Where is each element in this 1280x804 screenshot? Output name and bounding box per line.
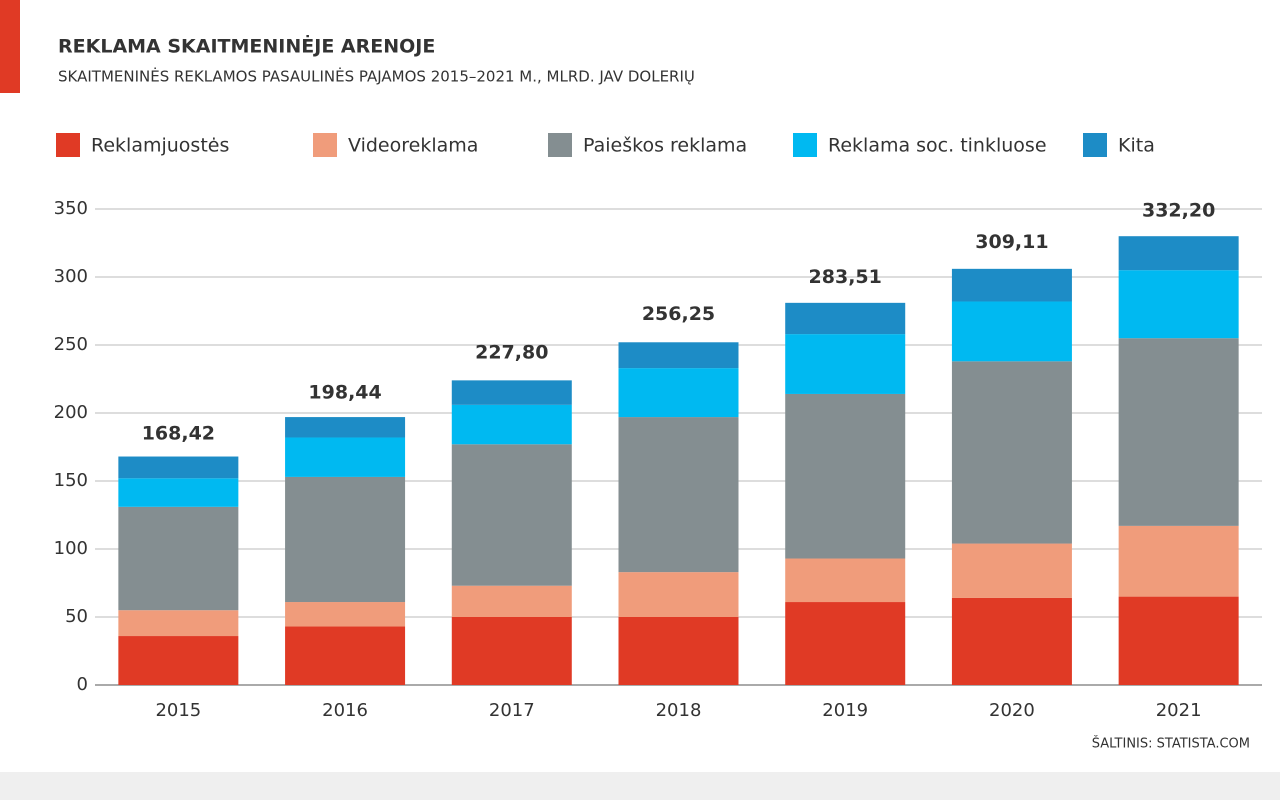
bar-segment [785, 558, 906, 603]
y-tick-label: 100 [54, 538, 88, 559]
bar-segment [285, 626, 406, 685]
chart-title: REKLAMA SKAITMENINĖJE ARENOJE [58, 34, 435, 58]
bar-segment [451, 585, 572, 617]
bar-segment [1118, 596, 1239, 685]
total-label: 256,25 [642, 303, 715, 325]
legend-label: Reklamjuostės [91, 135, 229, 157]
bar-segment [285, 602, 406, 627]
total-label: 227,80 [475, 342, 548, 364]
y-tick-label: 150 [54, 470, 88, 491]
legend-swatch [313, 133, 337, 157]
y-tick-label: 350 [54, 198, 88, 219]
total-label: 168,42 [142, 422, 215, 444]
y-tick-label: 0 [77, 674, 88, 695]
bar-segment [285, 437, 406, 477]
x-tick-label: 2021 [1156, 700, 1202, 721]
bar-segment [951, 268, 1072, 302]
y-tick-label: 300 [54, 266, 88, 287]
y-tick-label: 50 [65, 606, 88, 627]
legend-label: Kita [1118, 135, 1155, 157]
bar-segment [1118, 270, 1239, 339]
bar-segment [1118, 338, 1239, 526]
bar-segment [618, 617, 739, 685]
legend-swatch [548, 133, 572, 157]
bar-segment [951, 301, 1072, 362]
bar-segment [618, 572, 739, 617]
chart-subtitle: SKAITMENINĖS REKLAMOS PASAULINĖS PAJAMOS… [58, 67, 695, 86]
bar-segment [285, 417, 406, 438]
footer-band [0, 772, 1280, 800]
bar-segment [618, 342, 739, 369]
bar-segment [785, 302, 906, 335]
x-tick-label: 2015 [155, 700, 201, 721]
legend-label: Reklama soc. tinkluose [828, 135, 1047, 157]
bar-segment [118, 610, 239, 637]
legend-swatch [56, 133, 80, 157]
source: ŠALTINIS: STATISTA.COM [1092, 736, 1250, 752]
total-label: 309,11 [975, 231, 1048, 253]
bar-segment [451, 380, 572, 405]
x-tick-label: 2017 [489, 700, 535, 721]
bar-segment [951, 597, 1072, 685]
bar-segment [618, 368, 739, 418]
bar-segment [1118, 236, 1239, 271]
x-tick-label: 2020 [989, 700, 1035, 721]
bar-segment [951, 543, 1072, 598]
bar-segment [451, 444, 572, 586]
legend-label: Videoreklama [348, 135, 478, 157]
bar-segment [451, 404, 572, 445]
bar-segment [118, 506, 239, 611]
bar-segment [618, 417, 739, 573]
x-tick-label: 2019 [822, 700, 868, 721]
bar-segment [285, 476, 406, 603]
total-label: 198,44 [308, 382, 381, 404]
bar-segment [118, 456, 239, 479]
y-tick-label: 250 [54, 334, 88, 355]
bar-segment [785, 334, 906, 394]
legend-swatch [1083, 133, 1107, 157]
bar-segment [118, 478, 239, 507]
bar-segment [451, 617, 572, 685]
total-label: 332,20 [1142, 200, 1215, 222]
y-tick-label: 200 [54, 402, 88, 423]
bar-segment [785, 393, 906, 559]
bar-segment [118, 636, 239, 685]
total-label: 283,51 [809, 266, 882, 288]
x-tick-label: 2018 [656, 700, 702, 721]
legend-swatch [793, 133, 817, 157]
bar-segment [785, 602, 906, 685]
accent-bar [0, 0, 20, 93]
bar-segment [951, 361, 1072, 544]
legend-label: Paieškos reklama [583, 135, 747, 157]
x-tick-label: 2016 [322, 700, 368, 721]
bar-segment [1118, 525, 1239, 597]
